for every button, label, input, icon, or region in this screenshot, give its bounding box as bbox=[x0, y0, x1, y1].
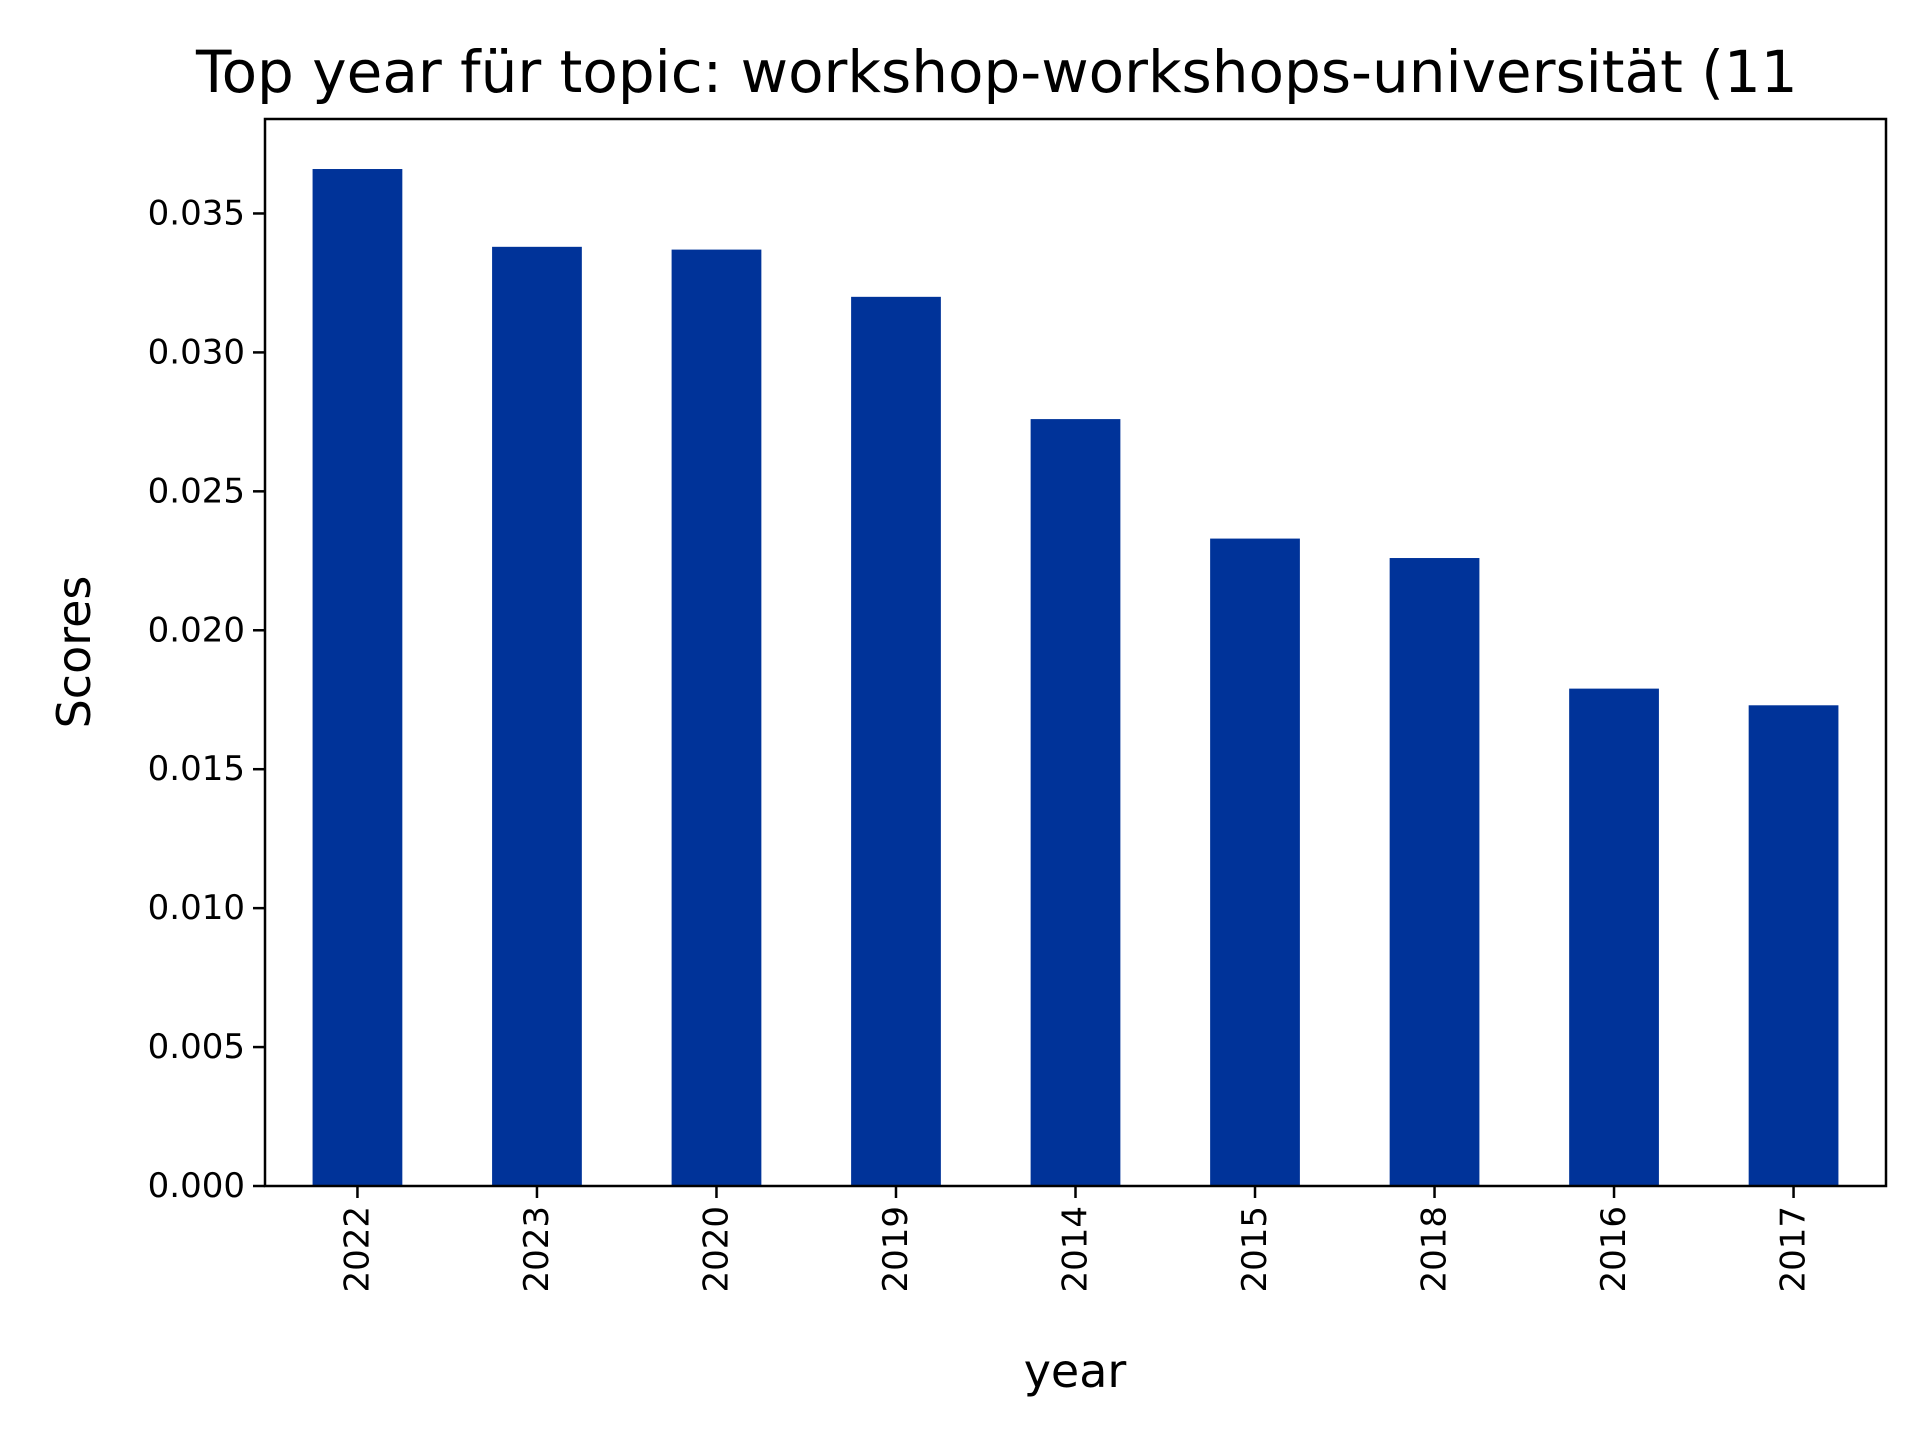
x-tick-label: 2019 bbox=[876, 1206, 916, 1293]
y-tick-label: 0.025 bbox=[148, 471, 245, 511]
x-tick-label: 2016 bbox=[1594, 1206, 1634, 1293]
bar-2019 bbox=[851, 296, 941, 1187]
bar-2016 bbox=[1569, 688, 1659, 1186]
bar-2017 bbox=[1748, 705, 1839, 1186]
y-tick-label: 0.000 bbox=[148, 1166, 245, 1206]
bar-2018 bbox=[1389, 558, 1480, 1186]
y-tick-label: 0.020 bbox=[148, 610, 245, 650]
x-tick-label: 2018 bbox=[1415, 1206, 1455, 1293]
bar-2022 bbox=[312, 169, 403, 1186]
x-tick-label: 2017 bbox=[1774, 1206, 1814, 1293]
y-tick-label: 0.005 bbox=[148, 1027, 245, 1067]
x-axis-label: year bbox=[1024, 1344, 1127, 1398]
plot-frame bbox=[263, 117, 1888, 1188]
y-tick-label: 0.010 bbox=[148, 888, 245, 928]
y-tick-label: 0.030 bbox=[148, 332, 245, 372]
y-axis-label: Scores bbox=[47, 576, 101, 729]
bars-group bbox=[312, 169, 1839, 1187]
x-tick-label: 2014 bbox=[1056, 1206, 1096, 1293]
bar-2020 bbox=[671, 249, 762, 1187]
bar-2014 bbox=[1030, 419, 1121, 1187]
chart-title: Top year für topic: workshop-workshops-u… bbox=[195, 38, 1798, 106]
x-tick-label: 2020 bbox=[696, 1206, 736, 1293]
x-tick-label: 2022 bbox=[337, 1206, 377, 1293]
y-tick-label: 0.035 bbox=[148, 193, 245, 233]
x-tick-label: 2023 bbox=[517, 1206, 557, 1293]
bar-2023 bbox=[492, 246, 582, 1186]
y-axis: 0.000 0.005 0.010 0.015 0.020 0.025 0.030 0.035 bbox=[148, 193, 265, 1206]
y-tick-label: 0.015 bbox=[148, 749, 245, 789]
x-tick-label: 2015 bbox=[1235, 1206, 1275, 1293]
x-axis: 2022 2023 2020 2019 2014 2015 2018 2016 2017 bbox=[337, 1186, 1814, 1293]
bar-2015 bbox=[1210, 538, 1300, 1186]
